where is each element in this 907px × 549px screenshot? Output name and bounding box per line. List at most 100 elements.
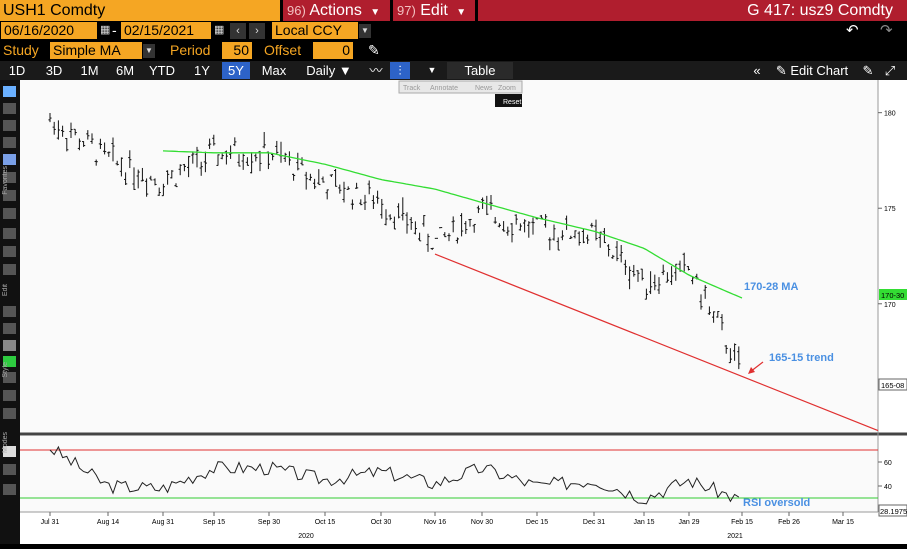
table-button[interactable]: Table bbox=[447, 62, 513, 79]
arrow-tool-icon[interactable] bbox=[3, 172, 16, 183]
track-button[interactable]: Track bbox=[403, 85, 421, 92]
ellipse-tool-icon[interactable] bbox=[3, 264, 16, 275]
line-tool-icon[interactable] bbox=[3, 103, 16, 114]
edit-side-label: Edit bbox=[2, 284, 9, 297]
end-date-field[interactable]: 02/15/2021 bbox=[121, 22, 211, 39]
fib-tool-icon[interactable] bbox=[3, 154, 16, 165]
redo-icon[interactable]: ↷ bbox=[880, 22, 893, 39]
cursor-icon[interactable] bbox=[3, 86, 16, 97]
rsi-panel-bg bbox=[20, 436, 878, 512]
edit-menu[interactable]: 97) Edit ▼ bbox=[393, 0, 475, 21]
pen-tool-icon[interactable] bbox=[3, 208, 16, 219]
line-chart-icon[interactable]: 〰 bbox=[369, 63, 383, 78]
study-label: Study bbox=[3, 42, 39, 58]
trend-line bbox=[434, 253, 879, 432]
range-button-1d[interactable]: 1D bbox=[8, 63, 26, 78]
x-tick-label: Mar 15 bbox=[832, 519, 854, 526]
rsi-value-tag-bg bbox=[878, 504, 907, 517]
range-button-3d[interactable]: 3D bbox=[45, 63, 63, 78]
chevron-down-icon[interactable]: ▼ bbox=[143, 44, 155, 58]
line-style-icon[interactable] bbox=[3, 390, 16, 401]
chevron-down-icon: ▼ bbox=[456, 7, 467, 18]
mode-c-icon[interactable] bbox=[3, 464, 16, 475]
ma-value-tag-bg bbox=[879, 289, 907, 300]
actions-menu[interactable]: 96) Actions ▼ bbox=[283, 0, 390, 21]
actions-label: Actions bbox=[309, 2, 362, 19]
news-button[interactable]: News bbox=[475, 85, 493, 92]
brush-tool-icon[interactable] bbox=[3, 306, 16, 317]
study-bar: Study Simple MA ▼ Period 50 Offset 0 ✎ bbox=[0, 41, 907, 61]
start-date-field[interactable]: 06/16/2020 bbox=[1, 22, 97, 39]
modes-side-label: Modes bbox=[2, 432, 9, 454]
range-button-max[interactable]: Max bbox=[261, 63, 287, 78]
price-tick-label: 180 bbox=[884, 111, 896, 118]
range-button-5y[interactable]: 5Y bbox=[222, 62, 250, 79]
expand-icon[interactable]: ⤢ bbox=[884, 63, 896, 78]
x-tick-label: Sep 30 bbox=[258, 519, 280, 526]
line-width-icon[interactable] bbox=[3, 372, 16, 383]
eraser-tool-icon[interactable] bbox=[3, 323, 16, 334]
annotate-button[interactable]: Annotate bbox=[430, 85, 458, 92]
hline-tool-icon[interactable] bbox=[3, 228, 16, 239]
x-tick-label: Jan 29 bbox=[678, 519, 699, 526]
study-select[interactable]: Simple MA bbox=[50, 42, 142, 59]
reset-button[interactable]: Reset bbox=[503, 99, 521, 106]
x-tick-label: Sep 15 bbox=[203, 519, 225, 526]
frequency-select[interactable]: Daily ▼ bbox=[306, 63, 352, 78]
calendar-icon[interactable]: ▦ bbox=[100, 24, 111, 36]
settings-gear-icon[interactable] bbox=[3, 484, 16, 495]
actions-number: 96) bbox=[287, 3, 306, 18]
text-tool-icon[interactable] bbox=[3, 120, 16, 131]
date-bar: 06/16/2020 ▦ - 02/15/2021 ▦ ‹ › Local CC… bbox=[0, 21, 907, 41]
chevron-down-icon[interactable]: ▼ bbox=[359, 24, 371, 38]
prev-arrow-icon[interactable]: ‹ bbox=[230, 23, 246, 39]
rsi-tick-label: 60 bbox=[884, 460, 892, 467]
rect-tool-icon[interactable] bbox=[3, 246, 16, 257]
collapse-icon[interactable]: « bbox=[753, 63, 761, 78]
range-button-6m[interactable]: 6M bbox=[115, 63, 135, 78]
rsi-annotation: RSI oversold bbox=[743, 497, 810, 509]
fill-style-icon[interactable] bbox=[3, 408, 16, 419]
x-tick-label: Jul 31 bbox=[41, 519, 60, 526]
trend-annotation: 165-15 trend bbox=[769, 352, 834, 364]
year-label-2020: 2020 bbox=[298, 533, 314, 540]
floating-toolbar-bg bbox=[398, 80, 523, 94]
mode-g-icon[interactable] bbox=[3, 446, 16, 457]
x-tick-label: Nov 16 bbox=[424, 519, 446, 526]
chevron-down-icon[interactable]: ▼ bbox=[427, 65, 437, 75]
range-button-ytd[interactable]: YTD bbox=[149, 63, 175, 78]
x-tick-label: Feb 26 bbox=[778, 519, 800, 526]
channel-tool-icon[interactable] bbox=[3, 190, 16, 201]
reset-button-bg[interactable] bbox=[495, 94, 522, 107]
next-arrow-icon[interactable]: › bbox=[249, 23, 265, 39]
range-button-1m[interactable]: 1M bbox=[80, 63, 99, 78]
chart-area[interactable]: 180 175 170 60 40 Jul 31 Aug 14 Aug 31 Sep 15 Sep… bbox=[20, 80, 907, 544]
zoom-button[interactable]: Zoom bbox=[498, 85, 516, 92]
offset-field[interactable]: 0 bbox=[313, 42, 353, 59]
x-tick-label: Oct 15 bbox=[315, 519, 336, 526]
edit-pencil-icon[interactable]: ✎ bbox=[862, 63, 874, 78]
undo-icon[interactable]: ↶ bbox=[846, 22, 859, 39]
last-price-tag: 165-08 bbox=[881, 381, 904, 390]
x-tick-label: Dec 31 bbox=[583, 519, 605, 526]
edit-number: 97) bbox=[397, 3, 416, 18]
year-label-2021: 2021 bbox=[727, 533, 743, 540]
x-tick-label: Jan 15 bbox=[633, 519, 654, 526]
ticker-field[interactable]: USH1 Comdty bbox=[0, 0, 280, 21]
text-style-icon[interactable] bbox=[3, 340, 16, 351]
x-tick-label: Feb 15 bbox=[731, 519, 753, 526]
shape-tool-icon[interactable] bbox=[3, 137, 16, 148]
pencil-icon[interactable]: ✎ bbox=[368, 42, 380, 58]
edit-label: Edit bbox=[420, 2, 448, 19]
period-field[interactable]: 50 bbox=[222, 42, 252, 59]
price-panel-bg bbox=[20, 80, 878, 433]
x-tick-label: Dec 15 bbox=[526, 519, 548, 526]
tool-palette: Favorites Edit Style Modes bbox=[0, 80, 20, 544]
edit-chart-button[interactable]: ✎ Edit Chart bbox=[775, 63, 849, 78]
range-button-1y[interactable]: 1Y bbox=[194, 63, 210, 78]
edit-chart-label: Edit Chart bbox=[790, 63, 849, 78]
currency-select[interactable]: Local CCY bbox=[272, 22, 358, 39]
color-swatch-icon[interactable] bbox=[3, 356, 16, 367]
bar-chart-icon[interactable]: ⫶ bbox=[390, 62, 410, 79]
calendar-icon[interactable]: ▦ bbox=[214, 24, 225, 36]
